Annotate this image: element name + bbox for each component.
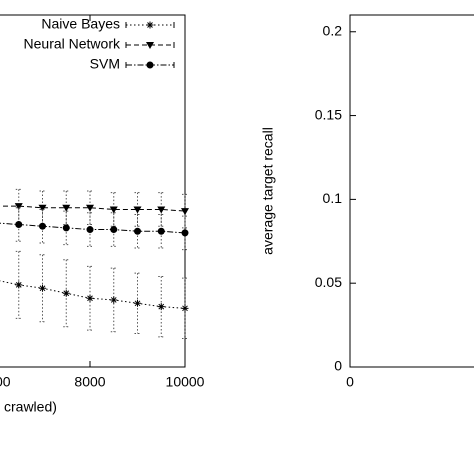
error-bar [87, 190, 93, 226]
legend-swatch [125, 62, 175, 68]
marker [39, 284, 46, 292]
error-bar [182, 277, 188, 340]
error-bar [39, 208, 46, 244]
marker [157, 206, 166, 214]
marker [109, 206, 118, 214]
error-bar [182, 215, 188, 251]
marker [134, 227, 141, 235]
marker [181, 229, 189, 237]
y-axis-label: average target recall [260, 127, 276, 255]
marker [157, 303, 165, 311]
marker [15, 281, 23, 289]
error-bar [134, 213, 141, 249]
marker [15, 221, 23, 229]
y-tick-label: 0.2 [323, 22, 343, 38]
marker [62, 224, 70, 232]
marker [62, 289, 70, 297]
marker [39, 222, 46, 230]
x-tick-label: 10000 [166, 374, 205, 390]
x-tick-label: 0 [346, 374, 354, 390]
legend-label: SVM [90, 56, 120, 72]
marker [133, 206, 142, 214]
marker [146, 61, 154, 69]
marker [62, 204, 71, 212]
marker [157, 227, 165, 235]
marker [38, 204, 47, 212]
legend-swatch [125, 42, 175, 48]
error-bar [63, 259, 70, 328]
error-bar [158, 275, 165, 338]
error-bar [182, 193, 188, 229]
marker [110, 226, 118, 234]
plot-frame [349, 14, 474, 368]
error-bar [87, 212, 93, 247]
marker [181, 304, 189, 312]
error-bar [158, 213, 165, 249]
plot-frame [0, 14, 186, 368]
error-bar [110, 212, 117, 247]
error-bar [110, 192, 117, 227]
legend-swatch [125, 22, 175, 28]
x-axis-label: crawled) [4, 399, 57, 415]
marker [146, 21, 154, 29]
y-tick-label: 0.15 [315, 106, 342, 122]
marker [14, 203, 23, 211]
error-bar [63, 210, 70, 246]
x-tick-label: 8000 [74, 374, 105, 390]
marker [86, 226, 94, 234]
marker [146, 42, 154, 49]
error-bar [134, 272, 141, 334]
error-bar [15, 207, 22, 242]
marker [181, 208, 189, 216]
x-tick-label: 6000 [0, 374, 11, 390]
y-tick-label: 0.05 [315, 274, 342, 290]
legend-label: Naive Bayes [41, 16, 120, 32]
y-tick-label: 0.1 [323, 190, 343, 206]
series-line [0, 280, 186, 309]
marker [110, 296, 118, 304]
error-bar [63, 190, 70, 226]
error-bar [39, 254, 46, 323]
marker [86, 204, 94, 212]
error-bar [15, 250, 22, 319]
marker [86, 294, 94, 302]
marker [134, 299, 141, 307]
legend-label: Neural Network [24, 36, 121, 52]
error-bar [158, 192, 165, 227]
y-tick-label: 0 [334, 358, 342, 374]
error-bar [134, 192, 141, 227]
